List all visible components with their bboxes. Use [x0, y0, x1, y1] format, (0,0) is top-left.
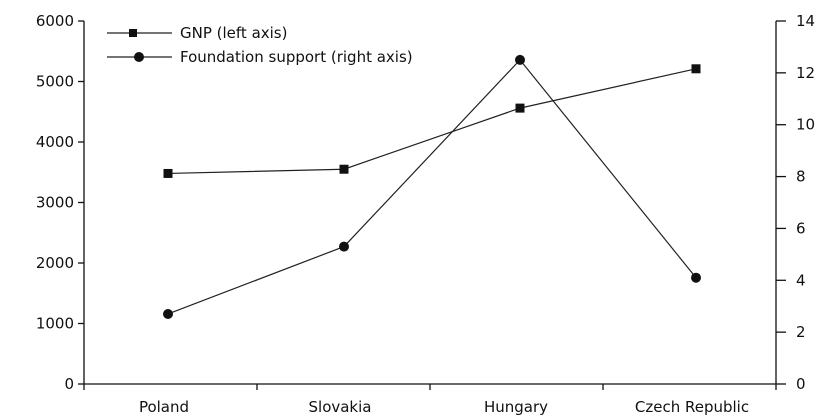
- right-axis-tick-label: 14: [796, 12, 815, 30]
- chart-legend: GNP (left axis) Foundation support (right…: [107, 24, 413, 66]
- right-axis-tick-label: 10: [796, 116, 815, 134]
- chart-series-lines: [167, 58, 697, 315]
- legend-foundation-label: Foundation support (right axis): [180, 48, 413, 66]
- gnp-data-point: [339, 164, 349, 174]
- right-axis-tick-label: 4: [796, 271, 806, 289]
- chart-axes: 0 1000 2000 3000 4000 5000 6000 0 2 4 6 8 10 12 14 Pola…: [36, 12, 815, 416]
- left-axis-tick-label: 4000: [36, 133, 74, 151]
- right-axis-tick-label: 6: [796, 219, 806, 237]
- legend-gnp-label: GNP (left axis): [180, 24, 287, 42]
- right-axis-tick-label: 8: [796, 168, 806, 186]
- legend-square-marker-icon: [129, 29, 137, 37]
- right-axis-tick-label: 2: [796, 323, 806, 341]
- foundation-support-data-point: [691, 272, 701, 283]
- left-axis-tick-label: 0: [64, 375, 74, 393]
- gnp-series-line: [167, 68, 697, 175]
- gnp-data-point: [515, 103, 525, 113]
- x-axis-category-label: Slovakia: [309, 398, 372, 416]
- foundation-support-data-point: [339, 241, 349, 252]
- foundation-support-data-point: [163, 308, 173, 319]
- gnp-data-point: [691, 64, 701, 74]
- legend-circle-marker-icon: [134, 52, 144, 62]
- x-axis-category-label: Hungary: [484, 398, 548, 416]
- left-axis-tick-label: 1000: [36, 315, 74, 333]
- right-axis-tick-label: 12: [796, 64, 815, 82]
- gnp-data-point: [163, 168, 173, 178]
- x-axis-category-label: Poland: [139, 398, 189, 416]
- left-axis-tick-label: 5000: [36, 73, 74, 91]
- right-axis-tick-label: 0: [796, 375, 806, 393]
- x-axis-category-label: Czech Republic: [635, 398, 749, 416]
- foundation-support-series-line: [167, 58, 697, 315]
- chart-series-markers: [163, 54, 701, 319]
- foundation-support-data-point: [515, 54, 525, 65]
- left-axis-tick-label: 6000: [36, 12, 74, 30]
- left-axis-tick-label: 3000: [36, 194, 74, 212]
- left-axis-tick-label: 2000: [36, 254, 74, 272]
